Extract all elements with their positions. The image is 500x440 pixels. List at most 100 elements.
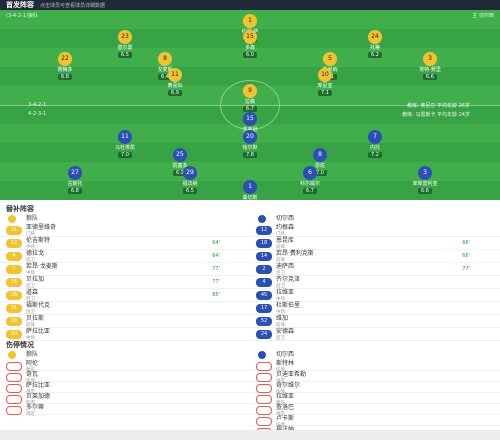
player-number: 20 (243, 130, 257, 144)
sub-number: 52 (256, 317, 272, 326)
player-number: 5 (323, 52, 337, 66)
injury-name: 贝莱加德 (26, 393, 51, 400)
player[interactable]: 8 恩佐 7.0 (290, 148, 350, 176)
player-rating: 6.6 (418, 188, 432, 194)
sub-position: 后卫 (26, 297, 35, 302)
sub-name: 贝拉斯 (26, 315, 45, 322)
home-formation: 3-4-2-1 (28, 102, 47, 108)
sub-position: 门将 (276, 232, 285, 237)
injury-status: 伤停 (276, 423, 285, 428)
sub-row[interactable]: 4 齐尔克泽 后卫 (250, 276, 500, 289)
injury-name: 查洛巴 (276, 404, 295, 411)
player[interactable]: 10 库尼亚 7.1 (295, 68, 355, 96)
injury-icon (256, 362, 272, 371)
player[interactable]: 25 凯塞多 6.9 (150, 148, 210, 176)
sub-row[interactable]: 2 迪萨西 后卫 77' (250, 263, 500, 276)
player-rating: 6.4 (158, 74, 172, 80)
player[interactable]: 7 内托 7.2 (345, 130, 405, 158)
sub-row[interactable]: 4 德拉戈 后卫 64' (0, 250, 250, 263)
player[interactable]: 6 科尔威尔 6.7 (280, 166, 340, 194)
sub-name: 安德森 (276, 328, 295, 335)
sub-number: 14 (256, 252, 272, 261)
player-name: 古斯托 (67, 181, 83, 187)
injury-status: 伤停 (276, 390, 285, 395)
player[interactable]: 3 库库雷利亚 6.6 (395, 166, 455, 194)
injury-row: 萨拉比亚 待定 (0, 382, 250, 395)
sub-name: 拉维亚 (276, 289, 295, 296)
player-rating: 6.7 (243, 106, 257, 112)
sub-row[interactable]: 7 若昂·戈麦斯 中场 77' (0, 263, 250, 276)
player-number: 8 (158, 52, 172, 66)
sub-position: 后卫 (26, 310, 35, 315)
injuries-title: 伤停情况 (6, 341, 34, 349)
injury-name: 拉维亚 (276, 393, 295, 400)
player[interactable]: 11 马杜埃凯 7.0 (95, 130, 155, 158)
player[interactable]: 1桑切斯6.4 (220, 180, 280, 200)
sub-row[interactable]: 52 维加 前锋 (250, 315, 500, 328)
player[interactable]: 24 托蒂 6.2 (345, 30, 405, 58)
player-rating: 7.0 (313, 170, 327, 176)
player-rating: 7.8 (243, 152, 257, 158)
sub-row[interactable]: 30 萨拉比亚 中场 (0, 328, 250, 341)
injury-icon (256, 373, 272, 382)
player[interactable]: 8 戈麦斯 6.4 (135, 52, 195, 80)
player[interactable]: 29 福法纳 6.5 (160, 166, 220, 194)
injury-row: 阿伦 腿伤 (0, 360, 250, 373)
sub-time: 66' (462, 240, 470, 246)
injury-icon (6, 395, 22, 404)
sub-number: 21 (6, 226, 22, 235)
sub-number: 7 (6, 265, 22, 274)
injury-icon (6, 373, 22, 382)
player-number: 10 (318, 68, 332, 82)
player-name: 凯塞多 (172, 163, 188, 169)
sub-row[interactable]: 12 伦吉斯特 中场 64' (0, 237, 250, 250)
subtitle: 点击球员可查看球员详细数据 (40, 3, 106, 9)
sub-row[interactable]: 16 贝拉加 后卫 77' (0, 276, 250, 289)
player-name: 库库雷利亚 (412, 181, 438, 187)
player[interactable]: 23 基尔曼 6.5 (95, 30, 155, 58)
sub-number: 45 (256, 291, 272, 300)
sub-row[interactable]: 24 安德森 后卫 (250, 328, 500, 341)
sub-row[interactable]: 18 恩昆库 前锋 66' (250, 237, 500, 250)
player[interactable]: 9 拉森 6.7 (220, 84, 280, 112)
team-name: 狼队 (26, 215, 39, 222)
injury-status: 肌肉 (26, 401, 35, 406)
sub-row[interactable]: 17 杜斯伯里 中场 (250, 302, 500, 315)
player-name: 黄喜灿 (167, 83, 183, 89)
player-number: 24 (368, 30, 382, 44)
player-rating: 7.0 (118, 152, 132, 158)
player-name: 桑切斯 (242, 195, 258, 200)
sub-row[interactable]: 21 亚德里维奇 门将 (0, 224, 250, 237)
sub-number: 17 (256, 304, 272, 313)
sub-name: 亚德里维奇 (26, 224, 57, 231)
sub-row[interactable]: 31 福斯代克 后卫 (0, 302, 250, 315)
player[interactable]: 20 帕尔默 7.8 (220, 130, 280, 158)
sub-position: 门将 (26, 232, 35, 237)
player[interactable]: 3 埃特-努里 6.6 (400, 52, 460, 80)
title: 首发阵容 (6, 1, 34, 9)
sub-row[interactable]: 12 约根森 门将 (250, 224, 500, 237)
injury-row: 贝莱加德 肌肉 (0, 393, 250, 406)
player-number: 11 (118, 130, 132, 144)
player-number: 22 (58, 52, 72, 66)
player[interactable]: 15 多森 6.0 (220, 30, 280, 58)
player-number: 3 (423, 52, 437, 66)
sub-row[interactable]: 14 若昂·费利克斯 前锋 66' (250, 250, 500, 263)
player-rating: 6.7 (303, 188, 317, 194)
player[interactable]: 27 古斯托 6.8 (45, 166, 105, 194)
sub-row[interactable]: 19 贝拉斯 前锋 (0, 315, 250, 328)
player[interactable]: 22 赛梅多 6.8 (35, 52, 95, 80)
away-injuries: 切尔西斯特林伤停贝迪亚希勒待定奇尔维尔伤停拉维亚腿伤查洛巴待定卢卡斯伤停福法纳待… (250, 350, 500, 439)
player[interactable]: 11 黄喜灿 6.9 (145, 68, 205, 96)
player-name: 内托 (369, 145, 380, 151)
player-number: 3 (418, 166, 432, 180)
team-name: 切尔西 (276, 215, 295, 222)
injury-status: 伤停 (26, 379, 35, 384)
sub-row[interactable]: 26 道森 后卫 85' (0, 289, 250, 302)
sub-row[interactable]: 45 拉维亚 中场 (250, 289, 500, 302)
player-name: 戈麦斯 (157, 67, 173, 73)
sub-name: 迪萨西 (276, 263, 295, 270)
sub-position: 后卫 (26, 284, 35, 289)
sub-number: 31 (6, 304, 22, 313)
injury-row: 斯特林 伤停 (250, 360, 500, 373)
